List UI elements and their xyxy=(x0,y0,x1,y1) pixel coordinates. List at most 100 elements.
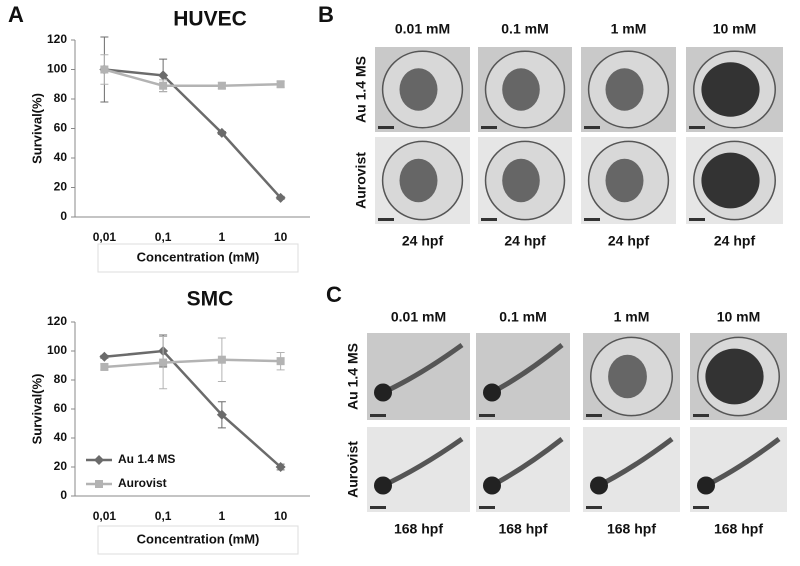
marker xyxy=(276,80,285,89)
larva-head xyxy=(374,476,392,495)
series-line xyxy=(104,68,281,87)
x-tick-label: 0,01 xyxy=(93,509,117,523)
marker xyxy=(159,358,168,367)
panel-label: C xyxy=(326,282,342,307)
column-label: 0.1 mM xyxy=(501,21,548,37)
scale-bar xyxy=(689,126,705,129)
y-tick-label: 80 xyxy=(54,91,68,105)
marker xyxy=(158,70,169,81)
y-tick-label: 80 xyxy=(54,372,68,386)
scale-bar xyxy=(378,126,394,129)
chart-title: HUVEC xyxy=(173,8,247,31)
column-label: 1 mM xyxy=(611,21,647,37)
series-line xyxy=(104,358,281,369)
column-label: 1 mM xyxy=(614,309,650,325)
x-axis-label: Concentration (mM) xyxy=(137,249,260,264)
x-tick-label: 0,1 xyxy=(155,509,172,523)
larva-head xyxy=(483,476,501,495)
scale-bar xyxy=(586,414,602,417)
embryo xyxy=(502,158,540,203)
caption: 168 hpf xyxy=(714,521,763,537)
scale-bar xyxy=(370,506,386,509)
chart-title: SMC xyxy=(187,288,234,311)
x-tick-label: 0,01 xyxy=(93,230,117,244)
marker xyxy=(276,357,285,366)
legend-label: Aurovist xyxy=(118,476,167,490)
scale-bar xyxy=(584,126,600,129)
embryo xyxy=(701,62,760,117)
caption: 24 hpf xyxy=(714,233,756,249)
scale-bar xyxy=(693,414,709,417)
caption: 24 hpf xyxy=(402,233,444,249)
y-axis-label: Survival(%) xyxy=(29,374,44,445)
y-axis-label: Survival(%) xyxy=(29,93,44,164)
marker xyxy=(217,81,226,90)
y-tick-label: 120 xyxy=(47,32,67,46)
column-label: 0.1 mM xyxy=(499,309,546,325)
larva-head xyxy=(374,383,392,402)
x-tick-label: 10 xyxy=(274,230,288,244)
scale-bar xyxy=(586,506,602,509)
scale-bar xyxy=(584,218,600,221)
panel-label: A xyxy=(8,2,24,27)
embryo xyxy=(705,348,764,405)
marker xyxy=(275,462,286,472)
caption: 168 hpf xyxy=(394,521,443,537)
larva-head xyxy=(697,476,715,495)
y-tick-label: 40 xyxy=(54,430,68,444)
embryo xyxy=(701,152,760,209)
larva-head xyxy=(590,476,608,495)
embryo xyxy=(399,68,438,111)
column-label: 0.01 mM xyxy=(395,21,450,37)
x-tick-label: 1 xyxy=(219,509,226,523)
row-label: Au 1.4 MS xyxy=(345,343,361,410)
marker xyxy=(275,192,286,203)
x-label-box xyxy=(97,243,299,273)
embryo xyxy=(399,158,438,203)
series-line xyxy=(104,349,282,468)
x-label-box xyxy=(97,525,299,555)
column-label: 10 mM xyxy=(717,309,761,325)
scale-bar xyxy=(481,126,497,129)
x-tick-label: 1 xyxy=(219,230,226,244)
x-tick-label: 0,1 xyxy=(155,230,172,244)
caption: 24 hpf xyxy=(608,233,650,249)
embryo xyxy=(605,68,644,111)
series-line xyxy=(104,68,282,199)
caption: 168 hpf xyxy=(498,521,547,537)
marker xyxy=(99,351,110,362)
y-tick-label: 60 xyxy=(54,401,68,415)
y-tick-label: 20 xyxy=(54,180,68,194)
caption: 24 hpf xyxy=(504,233,546,249)
scale-bar xyxy=(479,506,495,509)
caption: 168 hpf xyxy=(607,521,656,537)
y-tick-label: 100 xyxy=(47,343,67,357)
x-tick-label: 10 xyxy=(274,509,288,523)
scale-bar xyxy=(370,414,386,417)
y-tick-label: 120 xyxy=(47,314,67,328)
panel-label: B xyxy=(318,2,334,27)
column-label: 0.01 mM xyxy=(391,309,446,325)
marker xyxy=(217,355,226,364)
column-label: 10 mM xyxy=(713,21,757,37)
y-tick-label: 60 xyxy=(54,121,68,135)
y-tick-label: 0 xyxy=(60,488,67,502)
scale-bar xyxy=(479,414,495,417)
embryo xyxy=(605,158,644,203)
y-tick-label: 100 xyxy=(47,62,67,76)
scale-bar xyxy=(378,218,394,221)
marker xyxy=(95,480,103,488)
y-tick-label: 40 xyxy=(54,150,68,164)
marker xyxy=(216,409,227,420)
embryo xyxy=(608,354,647,399)
scale-bar xyxy=(481,218,497,221)
marker xyxy=(100,362,109,371)
x-axis-label: Concentration (mM) xyxy=(137,531,260,546)
marker xyxy=(159,81,168,90)
embryo xyxy=(502,68,540,111)
row-label: Aurovist xyxy=(353,152,369,209)
marker xyxy=(100,65,109,74)
legend-label: Au 1.4 MS xyxy=(118,452,175,466)
scale-bar xyxy=(693,506,709,509)
